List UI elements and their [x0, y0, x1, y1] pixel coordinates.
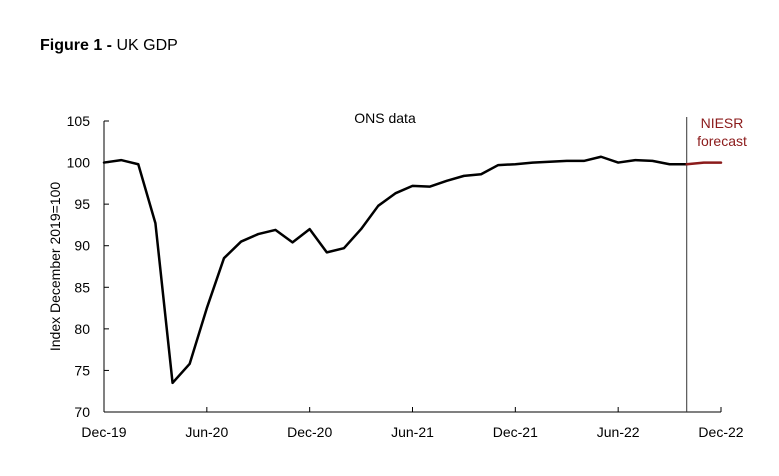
x-tick-label: Dec-21	[493, 424, 538, 440]
y-tick-label: 90	[74, 238, 90, 254]
figure-title: Figure 1 - UK GDP	[40, 37, 178, 55]
x-tick-label: Dec-22	[698, 424, 743, 440]
ons-data-line	[102, 155, 688, 385]
y-tick-label: 105	[67, 113, 91, 129]
y-tick-label: 80	[74, 321, 90, 337]
x-tick-label: Jun-20	[185, 424, 228, 440]
y-tick-label: 75	[74, 362, 90, 378]
figure-title-text: UK GDP	[116, 37, 178, 54]
y-tick-label: 85	[74, 279, 90, 295]
x-tick-label: Jun-22	[597, 424, 640, 440]
x-tick-label: Dec-19	[81, 424, 126, 440]
niesr-annotation-line1: NIESR	[701, 115, 744, 131]
figure-number: Figure 1 -	[40, 37, 113, 54]
y-tick-label: 100	[67, 155, 91, 171]
y-axis-title: Index December 2019=100	[47, 182, 63, 351]
x-tick-label: Dec-20	[287, 424, 332, 440]
y-tick-label: 95	[74, 196, 90, 212]
niesr-forecast-line	[685, 161, 723, 166]
x-tick-label: Jun-21	[391, 424, 434, 440]
niesr-annotation-line2: forecast	[697, 133, 747, 149]
ons-data-annotation: ONS data	[354, 110, 416, 126]
y-tick-label: 70	[74, 404, 90, 420]
